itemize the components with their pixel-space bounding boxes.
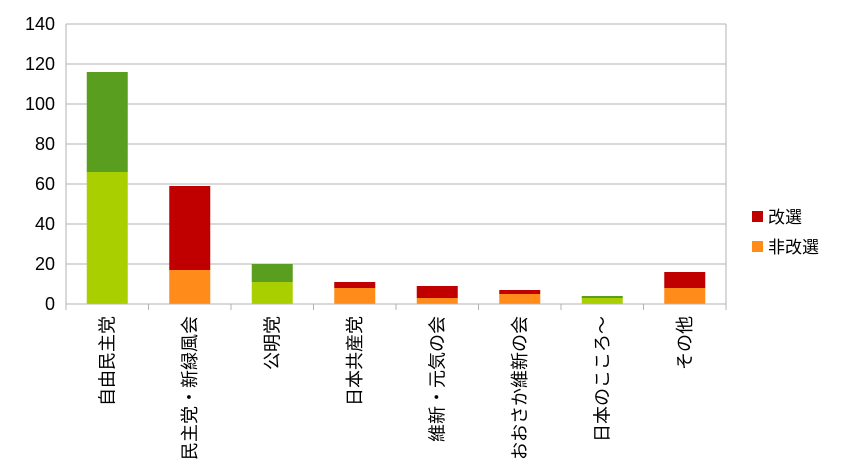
bar-hikaisen-0 — [86, 172, 128, 304]
legend-swatch-1 — [752, 241, 763, 252]
legend-swatch-0 — [752, 211, 763, 222]
x-tick-label-1: 民主党・新緑風会 — [180, 316, 201, 460]
bar-hikaisen-7 — [664, 288, 706, 304]
bar-kaisen-5 — [499, 290, 541, 294]
bar-kaisen-1 — [169, 186, 211, 270]
bar-kaisen-7 — [664, 272, 706, 288]
y-tick-label-120: 120 — [25, 54, 55, 74]
y-tick-label-20: 20 — [35, 254, 55, 274]
y-tick-label-40: 40 — [35, 214, 55, 234]
legend-label-1: 非改選 — [768, 238, 819, 258]
x-tick-label-6: 日本のこころ～ — [592, 316, 613, 442]
bar-hikaisen-3 — [334, 288, 376, 304]
bar-kaisen-4 — [416, 286, 458, 298]
bar-kaisen-0 — [86, 72, 128, 172]
bar-hikaisen-4 — [416, 298, 458, 304]
bar-hikaisen-5 — [499, 294, 541, 304]
legend-label-0: 改選 — [768, 208, 802, 228]
x-tick-label-2: 公明党 — [262, 316, 283, 370]
x-tick-label-5: おおさか維新の会 — [510, 316, 531, 460]
x-tick-label-3: 日本共産党 — [345, 316, 366, 406]
y-tick-label-100: 100 — [25, 94, 55, 114]
bar-kaisen-6 — [581, 296, 623, 298]
bars — [86, 72, 706, 304]
gridlines — [65, 23, 727, 305]
y-tick-label-60: 60 — [35, 174, 55, 194]
bar-kaisen-2 — [251, 264, 293, 282]
bar-hikaisen-6 — [581, 298, 623, 304]
x-axis: 自由民主党 民主党・新緑風会 公明党 日本共産党 維新・元気の会 おおさか維新の会 日本のこ… — [65, 303, 727, 460]
x-tick-label-4: 維新・元気の会 — [427, 316, 448, 442]
y-tick-label-0: 0 — [45, 294, 55, 314]
x-tick-label-7: その他 — [675, 316, 696, 370]
y-tick-label-140: 140 — [25, 14, 55, 34]
x-tick-label-0: 自由民主党 — [97, 316, 118, 406]
bar-kaisen-3 — [334, 282, 376, 288]
y-tick-label-80: 80 — [35, 134, 55, 154]
bar-hikaisen-2 — [251, 282, 293, 304]
bar-hikaisen-1 — [169, 270, 211, 304]
y-axis: 0 20 40 60 80 100 120 140 — [25, 14, 55, 314]
